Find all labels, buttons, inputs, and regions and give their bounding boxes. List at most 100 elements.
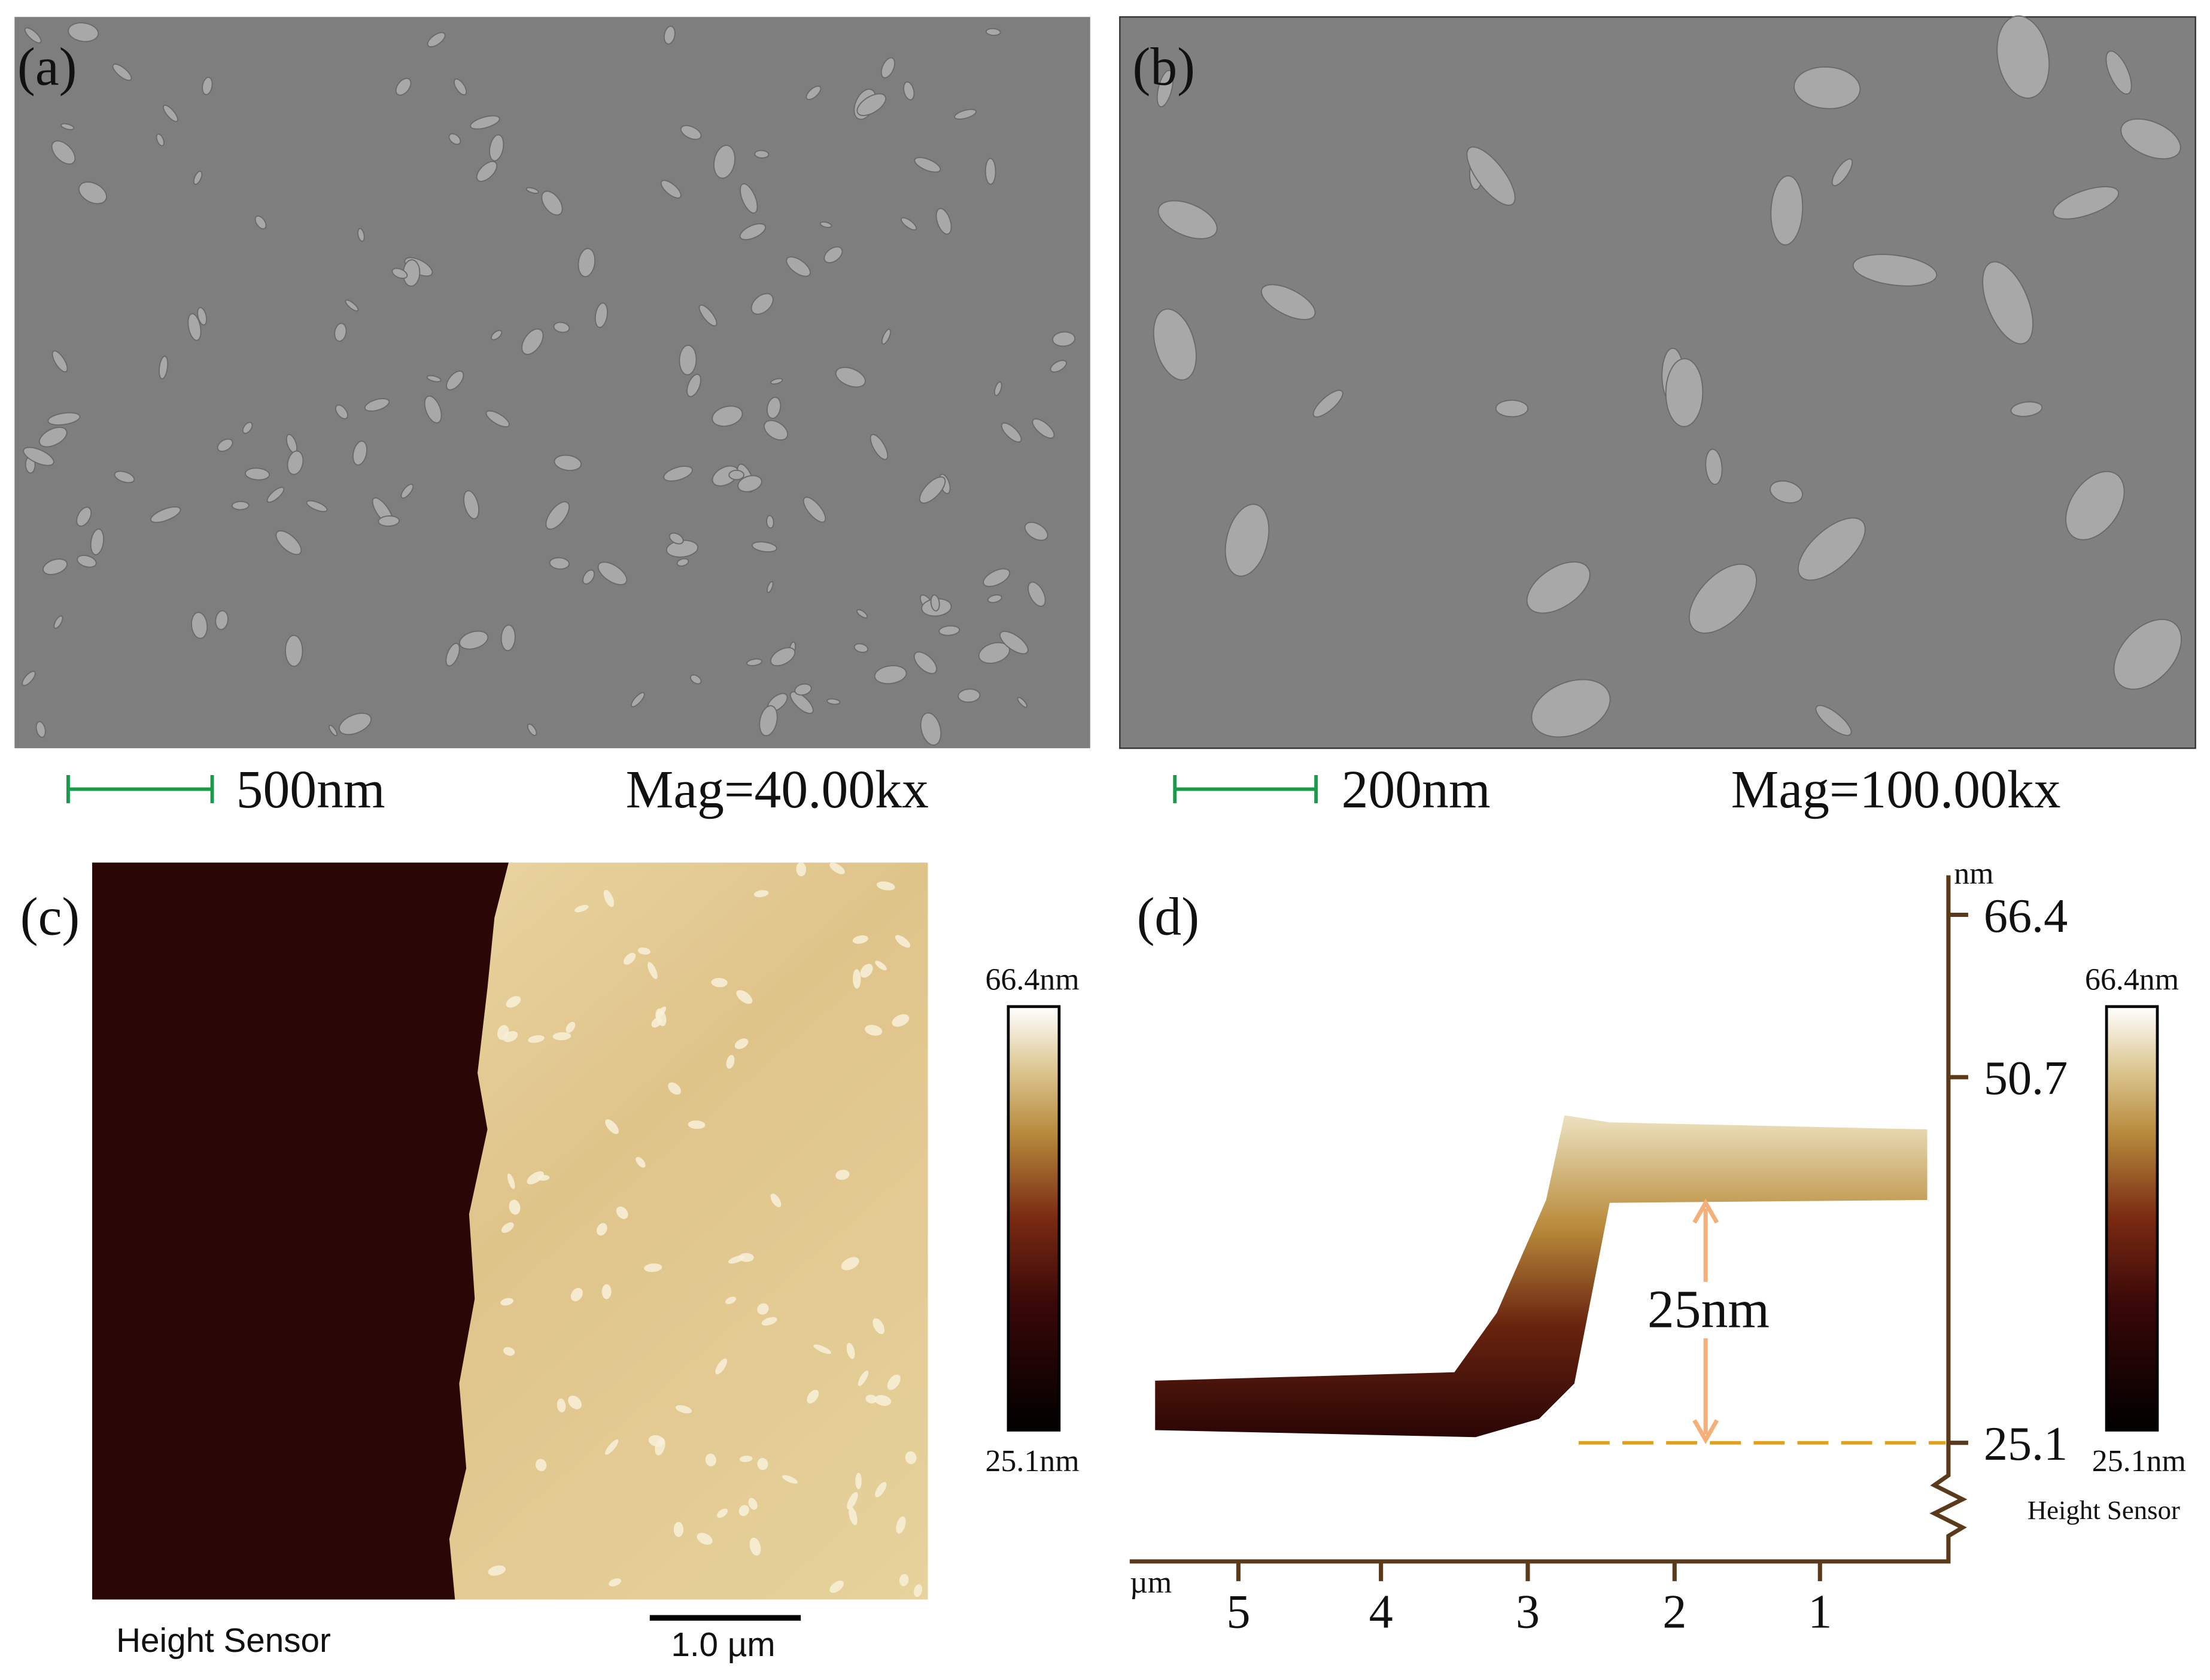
z-tick-label: 50.7 [1984, 1052, 2068, 1105]
grain [521, 328, 544, 356]
grain [913, 1584, 923, 1597]
grain [663, 25, 676, 45]
grain [764, 420, 789, 441]
grain [566, 1022, 576, 1033]
grain [754, 150, 770, 159]
grain [35, 721, 46, 738]
scale-bar-label: 1.0 µm [671, 1626, 775, 1663]
height-profile [1155, 1115, 1928, 1438]
grain [68, 22, 99, 42]
grain [509, 1199, 521, 1215]
grain [1526, 561, 1591, 614]
grain [603, 889, 615, 907]
z-tick-label: 25.1 [1984, 1418, 2068, 1471]
grain [770, 1193, 782, 1208]
grain [535, 1459, 547, 1472]
grain [852, 935, 868, 944]
grain [875, 961, 887, 971]
grain [750, 293, 774, 315]
magnification: Mag=40.00kx [626, 760, 929, 819]
grain [1705, 448, 1723, 485]
grain [675, 1405, 692, 1414]
panel-label: (a) [17, 38, 77, 97]
x-unit: µm [1130, 1566, 1172, 1600]
grain [853, 643, 869, 653]
grain [23, 446, 54, 466]
grain [636, 1157, 646, 1168]
grain [623, 952, 636, 965]
z-unit: nm [1954, 857, 1993, 891]
sem-background [1119, 16, 2196, 749]
grain [782, 1475, 798, 1484]
grain [938, 625, 960, 636]
grain [637, 947, 650, 955]
x-tick-label: 1 [1808, 1586, 1832, 1639]
grain [193, 171, 203, 185]
grain [715, 1358, 728, 1375]
grain [686, 373, 701, 397]
grain [609, 1578, 621, 1587]
grain [984, 157, 996, 185]
grain [713, 144, 735, 179]
grain [716, 1508, 728, 1518]
grain [835, 1169, 850, 1180]
grain [1815, 704, 1852, 736]
grain [855, 1472, 862, 1490]
grain [90, 528, 105, 555]
grain [1852, 254, 1938, 287]
colorbar [1007, 1005, 1061, 1432]
grain [1793, 66, 1861, 110]
grain [38, 427, 68, 448]
grain [766, 581, 774, 593]
grain [78, 181, 108, 205]
grain [930, 594, 940, 612]
grain [739, 1456, 753, 1462]
grain [807, 1390, 819, 1403]
x-tick-label: 3 [1516, 1586, 1540, 1639]
grain [748, 1497, 758, 1510]
grain [841, 1257, 859, 1271]
grain [1024, 521, 1048, 541]
grain [242, 421, 253, 434]
grain [676, 558, 689, 567]
grain [759, 705, 778, 737]
grain [114, 470, 135, 484]
grain [156, 133, 165, 147]
grain [597, 561, 628, 585]
grain [537, 1175, 550, 1181]
grain [424, 395, 442, 424]
grain [853, 969, 861, 989]
grain [987, 594, 1002, 603]
step-height: 25nm [1647, 1280, 1770, 1339]
grain [197, 306, 208, 326]
grain [357, 227, 365, 242]
afm-image [92, 862, 928, 1600]
grain [796, 862, 806, 877]
grain [53, 615, 63, 629]
grain [605, 1119, 619, 1134]
grain [794, 683, 812, 696]
grain [957, 688, 981, 703]
grain [865, 1025, 883, 1036]
grain [2065, 470, 2125, 540]
magnification: Mag=100.00kx [1731, 760, 2061, 819]
grain [1017, 697, 1028, 708]
grain [1050, 360, 1067, 373]
grain [490, 330, 503, 341]
grain [2053, 186, 2120, 220]
grain [1831, 158, 1853, 187]
sem-image-b [1119, 15, 2196, 749]
grain [751, 541, 777, 552]
grain [448, 133, 461, 145]
grain [594, 302, 608, 329]
grain [489, 134, 504, 162]
grain [445, 643, 460, 667]
grain [847, 1492, 858, 1510]
grain [616, 1206, 628, 1219]
grain [668, 1082, 681, 1095]
grain [749, 1538, 761, 1556]
grain [500, 1298, 513, 1306]
grain [1224, 503, 1270, 577]
grain [446, 370, 464, 391]
grain [77, 555, 97, 568]
